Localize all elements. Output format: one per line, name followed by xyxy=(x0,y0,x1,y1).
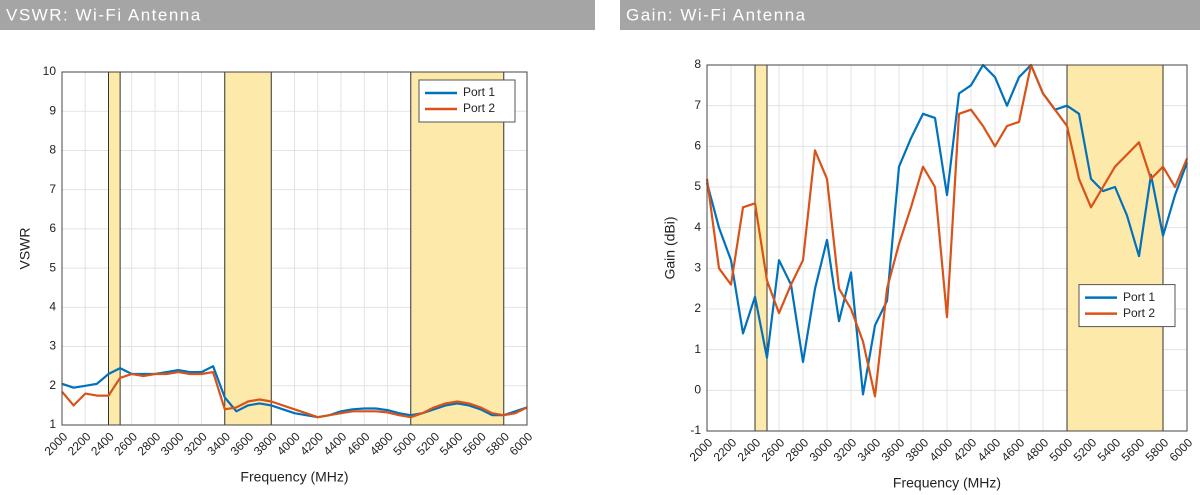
x-tick-label: 4000 xyxy=(274,429,303,458)
x-tick-label: 3200 xyxy=(181,429,210,458)
x-tick-label: 3600 xyxy=(879,435,908,464)
y-tick-label: 0 xyxy=(694,383,701,397)
y-axis-label: VSWR xyxy=(17,228,33,270)
x-tick-label: 3000 xyxy=(807,435,836,464)
x-tick-label: 5800 xyxy=(483,429,512,458)
x-tick-label: 2800 xyxy=(783,435,812,464)
chart-title: VSWR: Wi-Fi Antenna xyxy=(6,5,202,24)
x-tick-label: 5600 xyxy=(460,429,489,458)
y-tick-label: 6 xyxy=(49,221,56,235)
y-tick-label: 5 xyxy=(49,260,56,274)
x-tick-label: 6000 xyxy=(507,429,536,458)
x-tick-label: 3000 xyxy=(158,429,187,458)
x-tick-label: 5400 xyxy=(437,429,466,458)
x-tick-label: 2200 xyxy=(711,435,740,464)
header-bar xyxy=(620,0,1200,30)
x-tick-label: 5400 xyxy=(1095,435,1124,464)
x-tick-label: 3600 xyxy=(228,429,257,458)
header-bar xyxy=(0,0,595,30)
legend-box xyxy=(1078,284,1176,328)
y-axis-label: Gain (dBi) xyxy=(662,216,678,279)
x-tick-label: 4400 xyxy=(975,435,1004,464)
x-tick-label: 2600 xyxy=(111,429,140,458)
legend-label: Port 2 xyxy=(463,101,495,115)
x-axis-label: Frequency (MHz) xyxy=(893,475,1001,491)
y-tick-label: 8 xyxy=(49,143,56,157)
y-tick-label: 2 xyxy=(49,378,56,392)
y-tick-label: 3 xyxy=(694,261,701,275)
x-tick-label: 5200 xyxy=(1071,435,1100,464)
y-tick-label: 1 xyxy=(694,342,701,356)
x-tick-label: 2000 xyxy=(687,435,716,464)
x-tick-label: 4800 xyxy=(1023,435,1052,464)
y-tick-label: 10 xyxy=(43,64,57,78)
x-tick-label: 5600 xyxy=(1119,435,1148,464)
x-tick-label: 3800 xyxy=(903,435,932,464)
x-tick-label: 4800 xyxy=(367,429,396,458)
x-tick-label: 5000 xyxy=(390,429,419,458)
x-tick-label: 4000 xyxy=(927,435,956,464)
x-axis-label: Frequency (MHz) xyxy=(240,469,348,485)
y-tick-label: 8 xyxy=(694,57,701,71)
y-tick-label: 7 xyxy=(49,182,56,196)
x-tick-label: 2600 xyxy=(759,435,788,464)
x-tick-label: 2000 xyxy=(42,429,71,458)
frequency-band xyxy=(224,71,272,426)
x-tick-label: 3800 xyxy=(251,429,280,458)
y-tick-label: 5 xyxy=(694,179,701,193)
y-tick-label: 4 xyxy=(694,220,701,234)
data-line xyxy=(61,371,528,419)
y-tick-label: 7 xyxy=(694,98,701,112)
y-tick-label: -1 xyxy=(690,423,701,437)
y-tick-label: 6 xyxy=(694,139,701,153)
x-tick-label: 2400 xyxy=(88,429,117,458)
legend-box xyxy=(418,79,516,123)
frequency-band xyxy=(410,71,505,426)
x-tick-label: 2400 xyxy=(735,435,764,464)
x-tick-label: 5000 xyxy=(1047,435,1076,464)
x-tick-label: 4600 xyxy=(344,429,373,458)
plot-frame xyxy=(706,64,1188,432)
x-tick-label: 2800 xyxy=(135,429,164,458)
x-tick-label: 2200 xyxy=(65,429,94,458)
data-line xyxy=(705,63,1189,398)
x-tick-label: 4200 xyxy=(297,429,326,458)
frequency-band xyxy=(1066,64,1164,432)
x-tick-label: 3200 xyxy=(831,435,860,464)
legend-label: Port 1 xyxy=(1123,290,1155,304)
y-tick-label: 1 xyxy=(49,417,56,431)
x-tick-label: 4400 xyxy=(321,429,350,458)
x-tick-label: 6000 xyxy=(1167,435,1196,464)
plot-frame xyxy=(61,71,528,426)
y-tick-label: 3 xyxy=(49,339,56,353)
legend-label: Port 1 xyxy=(463,85,495,99)
y-tick-label: 2 xyxy=(694,301,701,315)
x-tick-label: 3400 xyxy=(855,435,884,464)
x-tick-label: 5800 xyxy=(1143,435,1172,464)
y-tick-label: 4 xyxy=(49,300,56,314)
x-tick-label: 4600 xyxy=(999,435,1028,464)
data-line xyxy=(705,63,1189,396)
x-tick-label: 4200 xyxy=(951,435,980,464)
x-tick-label: 3400 xyxy=(204,429,233,458)
legend-label: Port 2 xyxy=(1123,306,1155,320)
chart-title: Gain: Wi-Fi Antenna xyxy=(626,5,807,24)
y-tick-label: 9 xyxy=(49,103,56,117)
data-line xyxy=(61,365,528,419)
x-tick-label: 5200 xyxy=(414,429,443,458)
